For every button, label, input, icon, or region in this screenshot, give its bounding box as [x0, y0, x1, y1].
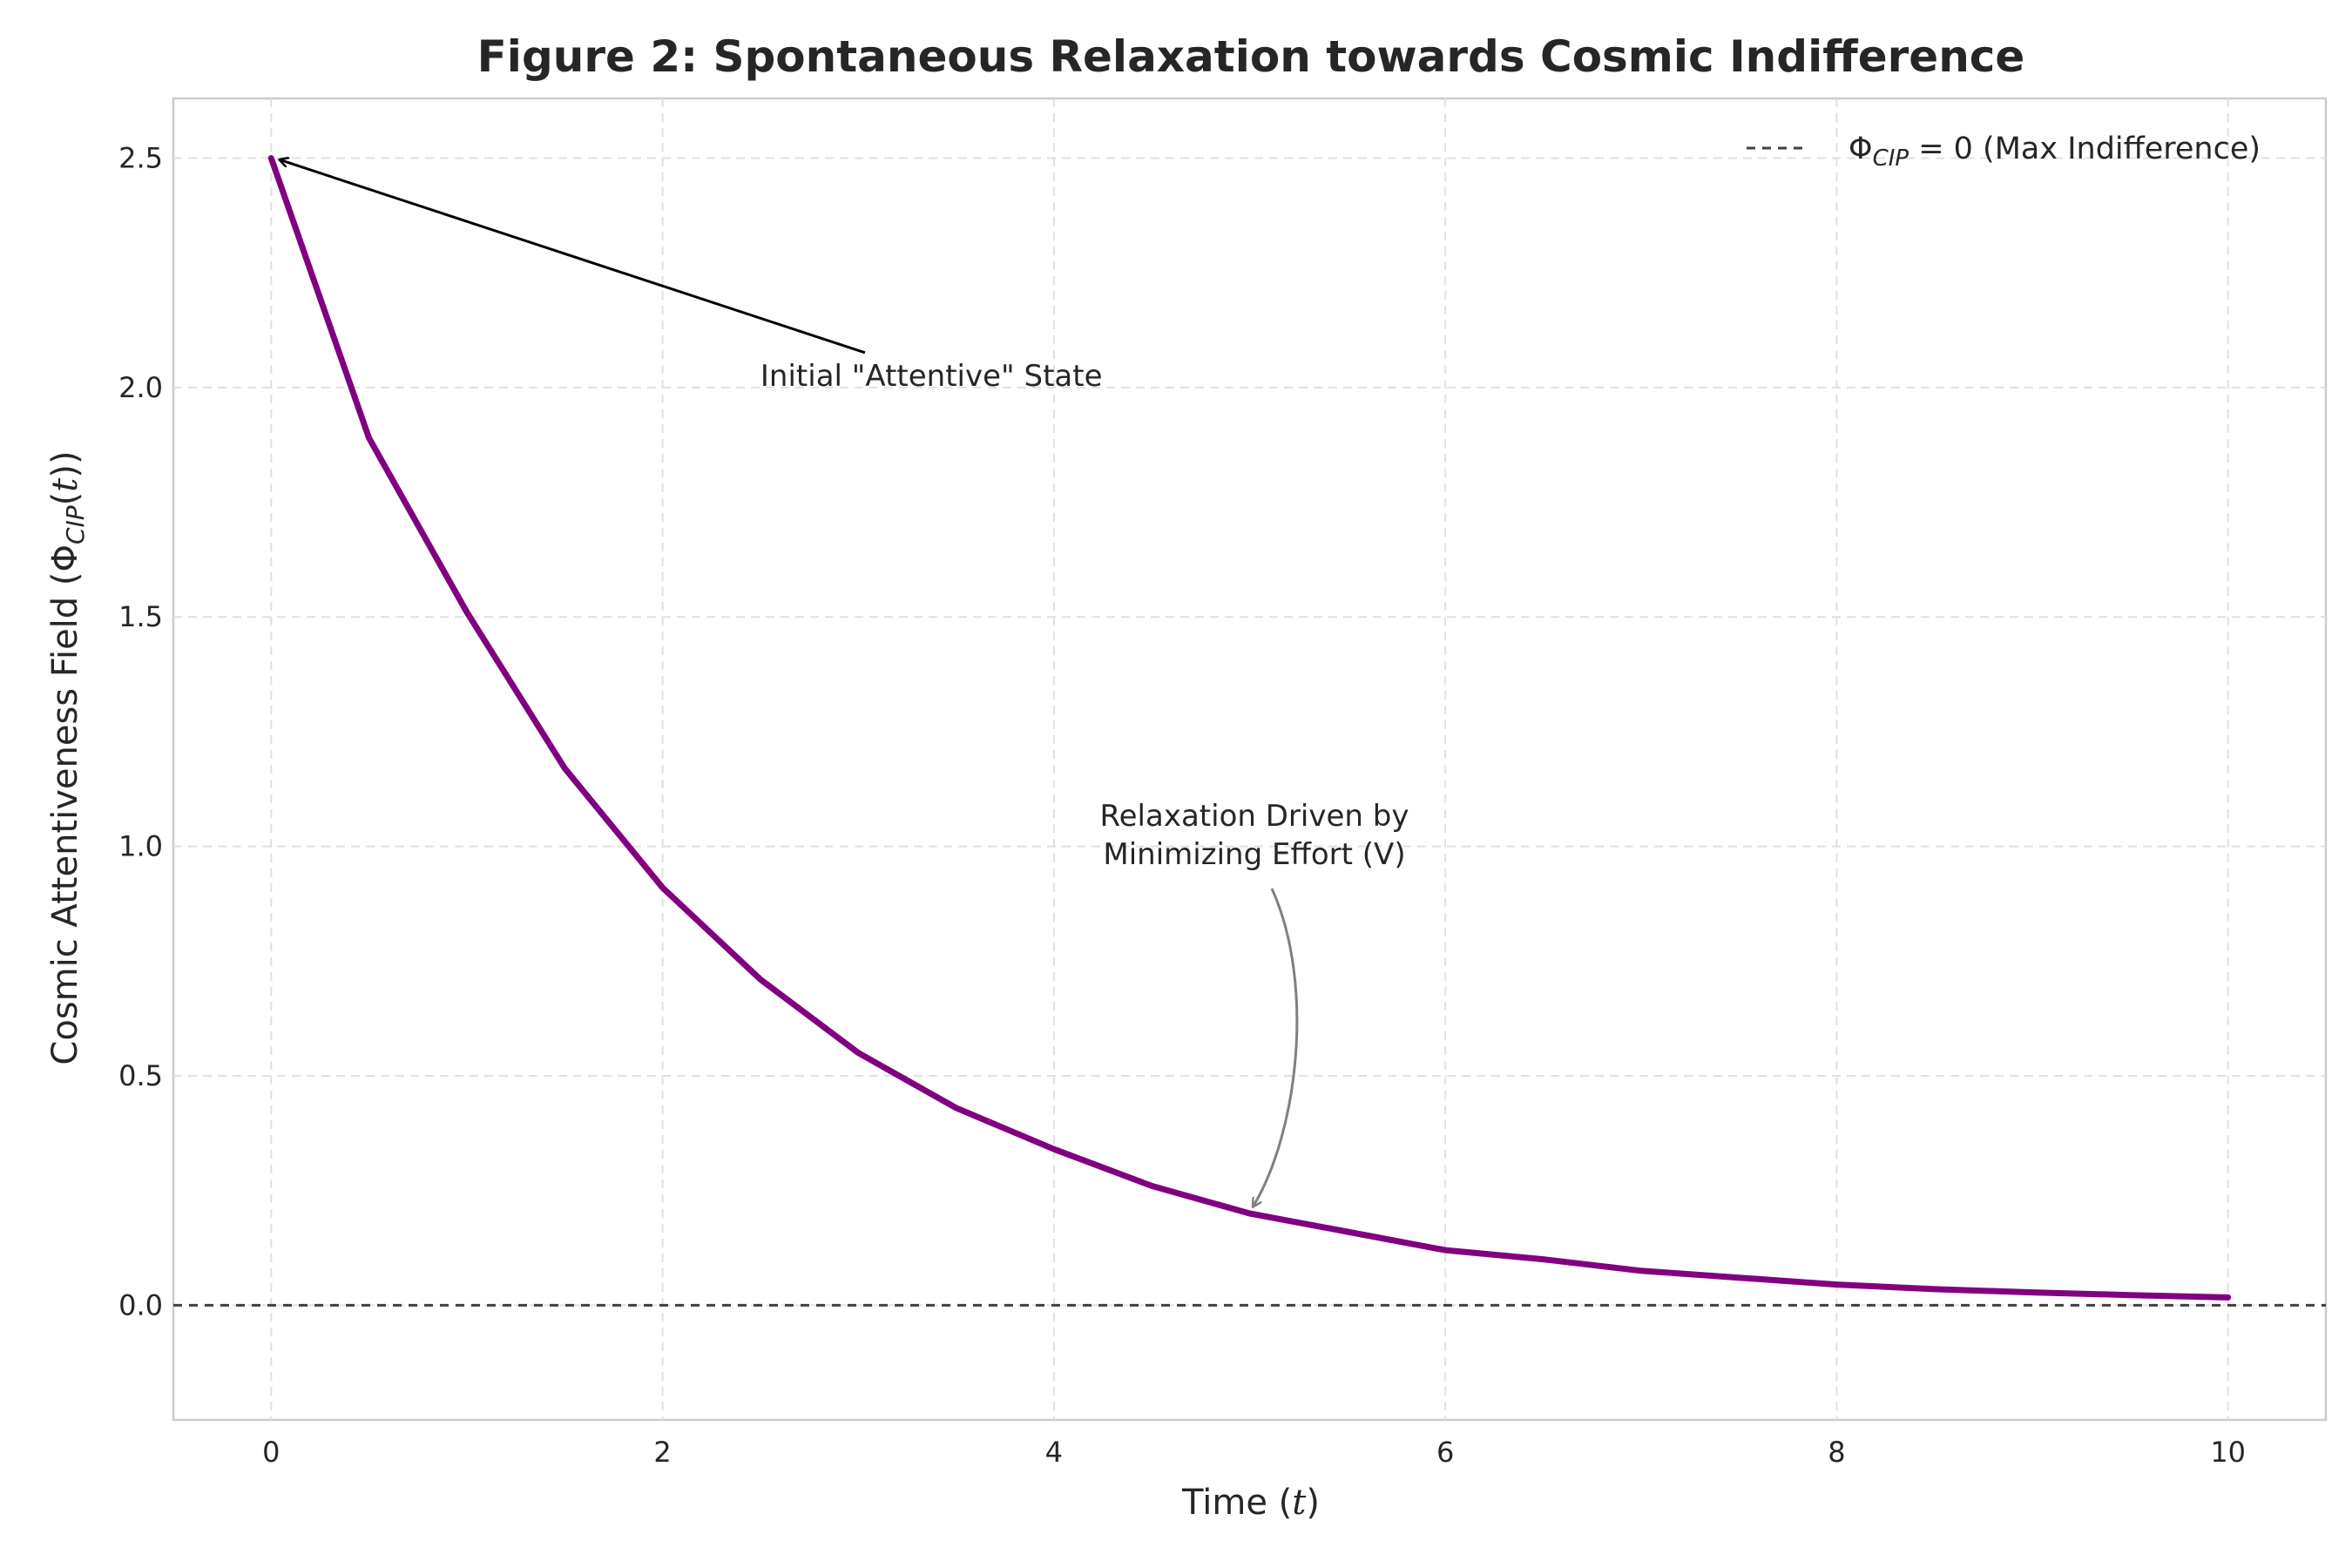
y-tick-label: 2.5	[118, 141, 163, 174]
x-tick-label: 6	[1436, 1436, 1454, 1469]
x-axis-label: Time (t)	[1181, 1483, 1320, 1523]
legend-entry: ΦCIP = 0 (Max Indifference)	[1848, 132, 2261, 172]
y-tick-label: 1.5	[118, 600, 163, 633]
annotation-arrow	[280, 159, 866, 355]
y-tick-label: 2.0	[118, 371, 163, 404]
x-tick-label: 4	[1045, 1436, 1063, 1469]
y-tick-label: 0.0	[118, 1288, 163, 1321]
legend: ΦCIP = 0 (Max Indifference)	[1747, 132, 2261, 172]
x-tick-label: 8	[1828, 1436, 1845, 1469]
annotation-text: Minimizing Effort (V)	[1103, 837, 1405, 872]
annotation-arrow	[1254, 888, 1299, 1206]
annotations: Initial "Attentive" State Relaxation Driv…	[280, 159, 1409, 1206]
series-line	[267, 155, 2232, 1301]
annotation-text: Initial "Attentive" State	[760, 359, 1103, 394]
y-tick-label: 1.0	[118, 830, 163, 863]
x-tick-label: 0	[262, 1436, 280, 1469]
annotation-text: Relaxation Driven by	[1100, 799, 1409, 834]
y-tick-label: 0.5	[118, 1059, 163, 1092]
chart-title: Figure 2: Spontaneous Relaxation towards…	[477, 31, 2025, 82]
plot-area	[172, 97, 2328, 1422]
tick-labels: 0 2 4 6 8 10 0.0 0.5 1.0 1.5 2.0 2.5	[118, 141, 2246, 1469]
series	[173, 155, 2326, 1307]
y-axis-label: Cosmic Attentiveness Field (ΦCIP(t))	[45, 450, 90, 1064]
x-tick-label: 2	[653, 1436, 671, 1469]
x-tick-label: 10	[2210, 1436, 2246, 1469]
